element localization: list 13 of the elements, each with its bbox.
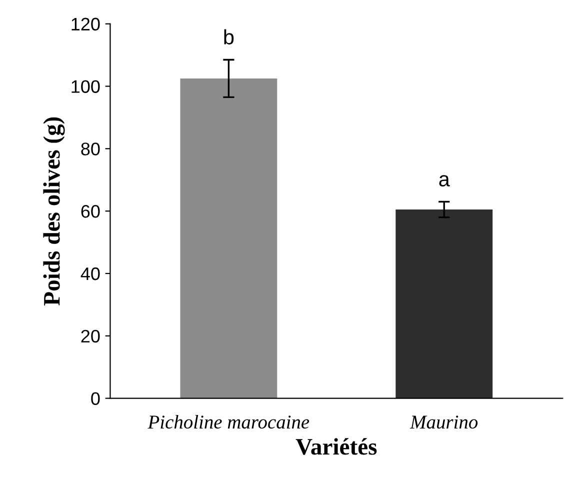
y-tick-label: 80	[81, 142, 100, 156]
y-tick-label: 60	[81, 205, 100, 218]
y-tick-label: 0	[91, 392, 100, 406]
y-tick-label: 100	[72, 80, 100, 93]
x-tick-label: Maurino	[410, 416, 478, 429]
y-tick-label: 120	[72, 18, 100, 31]
y-axis-title: Poids des olives (g)	[43, 117, 65, 306]
y-tick-label: 20	[81, 330, 100, 343]
y-tick-label: 40	[80, 267, 100, 280]
annotation: a	[439, 175, 450, 186]
x-axis-title: Variétés	[296, 438, 377, 455]
x-tick-label: Picholine marocaine	[148, 414, 310, 429]
annotation: b	[224, 29, 234, 45]
